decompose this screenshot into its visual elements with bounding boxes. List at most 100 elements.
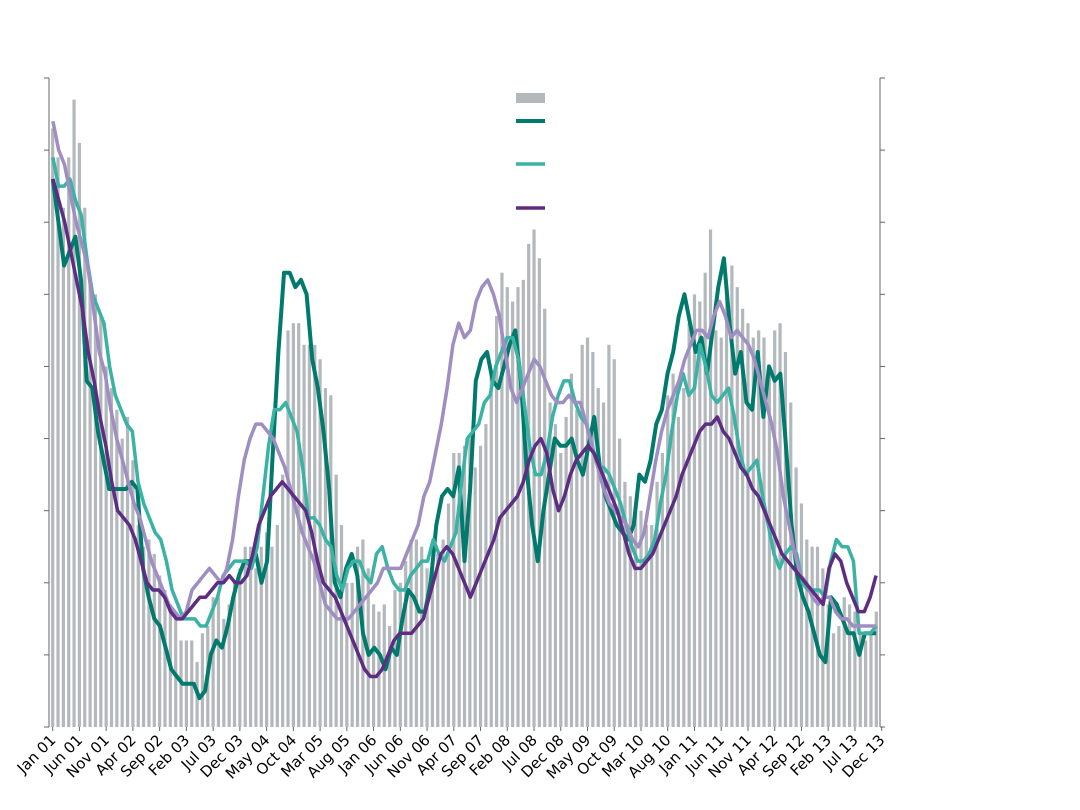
bar <box>708 229 713 727</box>
bar <box>281 474 285 727</box>
bar <box>618 438 622 727</box>
bar <box>735 287 739 727</box>
bar <box>339 525 344 727</box>
bar <box>842 597 846 727</box>
bar <box>799 503 804 727</box>
bar <box>136 525 140 727</box>
bar <box>521 279 525 727</box>
bar <box>543 308 547 727</box>
bar <box>174 611 178 727</box>
series-line-4 <box>51 178 878 679</box>
bar <box>72 99 76 727</box>
bar <box>612 359 616 727</box>
bar <box>478 445 483 727</box>
bar <box>473 467 477 727</box>
bar <box>77 142 82 727</box>
bar-series <box>51 99 878 728</box>
bar <box>757 330 761 727</box>
bar <box>767 366 771 727</box>
bar <box>687 323 691 727</box>
bar <box>441 539 445 727</box>
bar <box>794 467 798 727</box>
series-line-2 <box>51 156 878 636</box>
bar <box>275 525 279 727</box>
bar <box>51 128 55 728</box>
bar <box>805 539 809 727</box>
bar <box>163 589 167 727</box>
bar <box>216 597 221 727</box>
bar <box>468 438 472 727</box>
bar <box>377 611 381 727</box>
bar <box>623 481 627 727</box>
bar <box>484 424 488 727</box>
bar <box>371 604 376 727</box>
bar <box>714 330 718 727</box>
bar <box>211 597 215 727</box>
bar <box>457 452 461 727</box>
bar <box>682 388 686 727</box>
bar <box>591 352 595 727</box>
bar <box>430 561 435 727</box>
bar <box>125 416 130 727</box>
bar <box>147 539 151 727</box>
bar <box>286 330 290 727</box>
bar <box>141 546 146 727</box>
bar <box>730 265 734 727</box>
bar <box>666 395 670 727</box>
bar <box>741 308 745 727</box>
bar <box>601 402 606 727</box>
bar <box>837 626 841 727</box>
bar <box>388 626 392 727</box>
legend <box>516 93 545 210</box>
bar <box>318 359 322 727</box>
bar <box>350 582 354 727</box>
y-ticks <box>44 77 885 728</box>
bar <box>227 604 231 727</box>
bar <box>660 452 664 727</box>
bar <box>446 503 451 727</box>
bar <box>307 344 311 727</box>
bar <box>692 294 697 727</box>
axes <box>48 78 881 727</box>
bar <box>345 582 349 727</box>
bar <box>783 352 788 727</box>
bar <box>821 568 825 727</box>
bar <box>773 330 777 727</box>
bar <box>120 438 124 727</box>
bar <box>853 611 857 727</box>
bar <box>703 272 707 727</box>
bar <box>724 287 729 727</box>
series-line-3 <box>51 120 877 628</box>
bar <box>778 323 782 727</box>
bar <box>404 561 408 727</box>
bar <box>537 258 541 727</box>
bar <box>858 633 862 727</box>
bar <box>115 409 119 727</box>
bar <box>152 553 156 727</box>
bar <box>232 582 237 727</box>
series-line-1 <box>50 178 877 701</box>
bar <box>200 633 205 727</box>
bar <box>655 481 659 727</box>
bar <box>671 373 675 727</box>
bar <box>254 568 258 727</box>
bar <box>420 546 424 727</box>
bar <box>810 546 814 727</box>
bar <box>500 272 504 727</box>
bar <box>607 344 611 727</box>
bar <box>67 157 71 727</box>
bar <box>762 337 766 727</box>
bar <box>494 315 499 727</box>
bar <box>393 589 397 727</box>
bar <box>109 388 114 727</box>
bar <box>425 568 429 727</box>
bar <box>751 337 755 727</box>
bar <box>131 460 135 727</box>
bar <box>826 604 830 727</box>
bar <box>698 301 702 727</box>
bar <box>398 582 402 727</box>
bar <box>585 337 590 727</box>
bar <box>323 388 328 727</box>
bar <box>259 546 263 727</box>
bar <box>243 546 247 727</box>
